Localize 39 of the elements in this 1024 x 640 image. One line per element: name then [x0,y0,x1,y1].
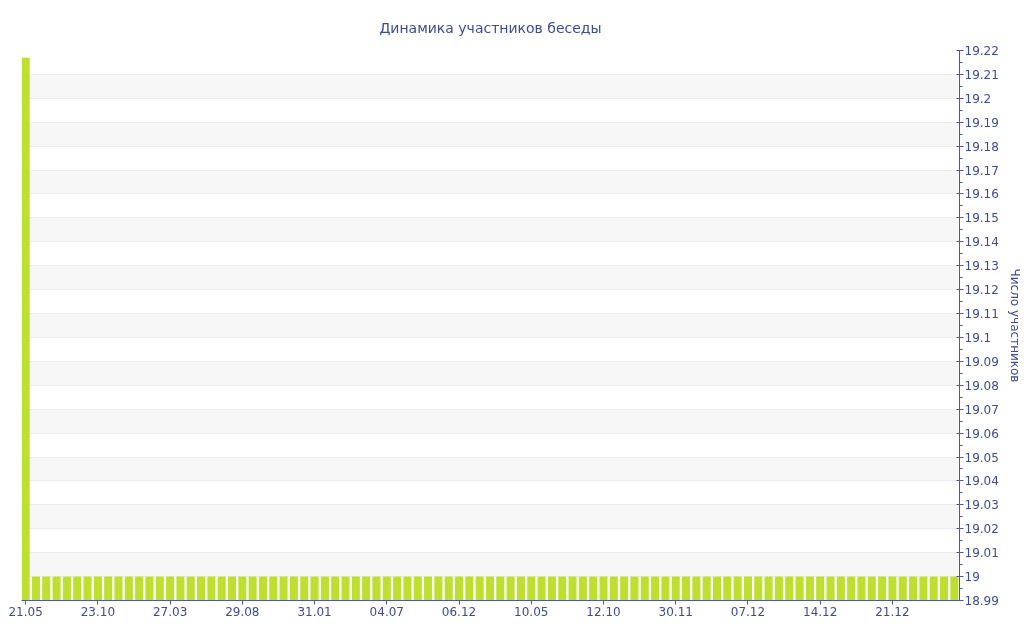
y-tick-label: 19.21 [964,67,999,82]
y-tick-label: 19.13 [964,259,999,274]
y-tick-label: 19.1 [964,330,992,345]
x-tick-label: 27.03 [152,604,188,619]
y-tick-label: 19.17 [964,163,999,178]
y-tick-label: 19.09 [964,354,999,369]
x-tick-label: 14.12 [803,604,838,619]
y-tick-label: 19.07 [964,402,999,417]
y-tick-label: 19 [964,570,980,585]
y-tick-label: 18.99 [964,594,999,608]
y-tick-label: 19.12 [964,283,999,298]
x-tick-label: 10.05 [514,604,549,619]
y-tick-label: 19.22 [964,44,999,58]
y-tick-label: 19.02 [964,522,999,537]
x-tick-label: 12.10 [586,604,621,619]
chart-title: Динамика участников беседы [379,19,602,36]
y-tick-label: 19.01 [964,546,999,561]
y-tick-label: 19.18 [964,139,999,154]
y-tick-label: 19.06 [964,426,999,441]
x-tick-label: 04.07 [369,604,404,619]
y-axis-title: Число участников [1007,268,1022,383]
y-tick-label: 19.2 [964,91,992,106]
x-tick-label: 29.08 [225,604,260,619]
x-tick-label: 23.10 [80,604,116,619]
y-tick-label: 19.04 [964,474,999,489]
y-tick-label: 19.16 [964,187,999,202]
x-tick-label: 07.12 [730,604,766,619]
y-tick-label: 19.03 [964,498,999,513]
y-tick-label: 19.08 [964,378,999,393]
y-tick-label: 19.05 [964,450,999,465]
y-tick-label: 19.11 [964,307,999,322]
x-tick-label: 21.12 [875,604,910,619]
x-tick-label: 30.11 [658,604,693,619]
x-tick-label: 31.01 [297,604,332,619]
y-tick-label: 19.15 [964,211,999,226]
x-tick-label: 21.05 [8,604,43,619]
y-tick-label: 19.14 [964,235,999,250]
x-tick-label: 06.12 [441,604,477,619]
y-tick-label: 19.19 [964,115,999,130]
